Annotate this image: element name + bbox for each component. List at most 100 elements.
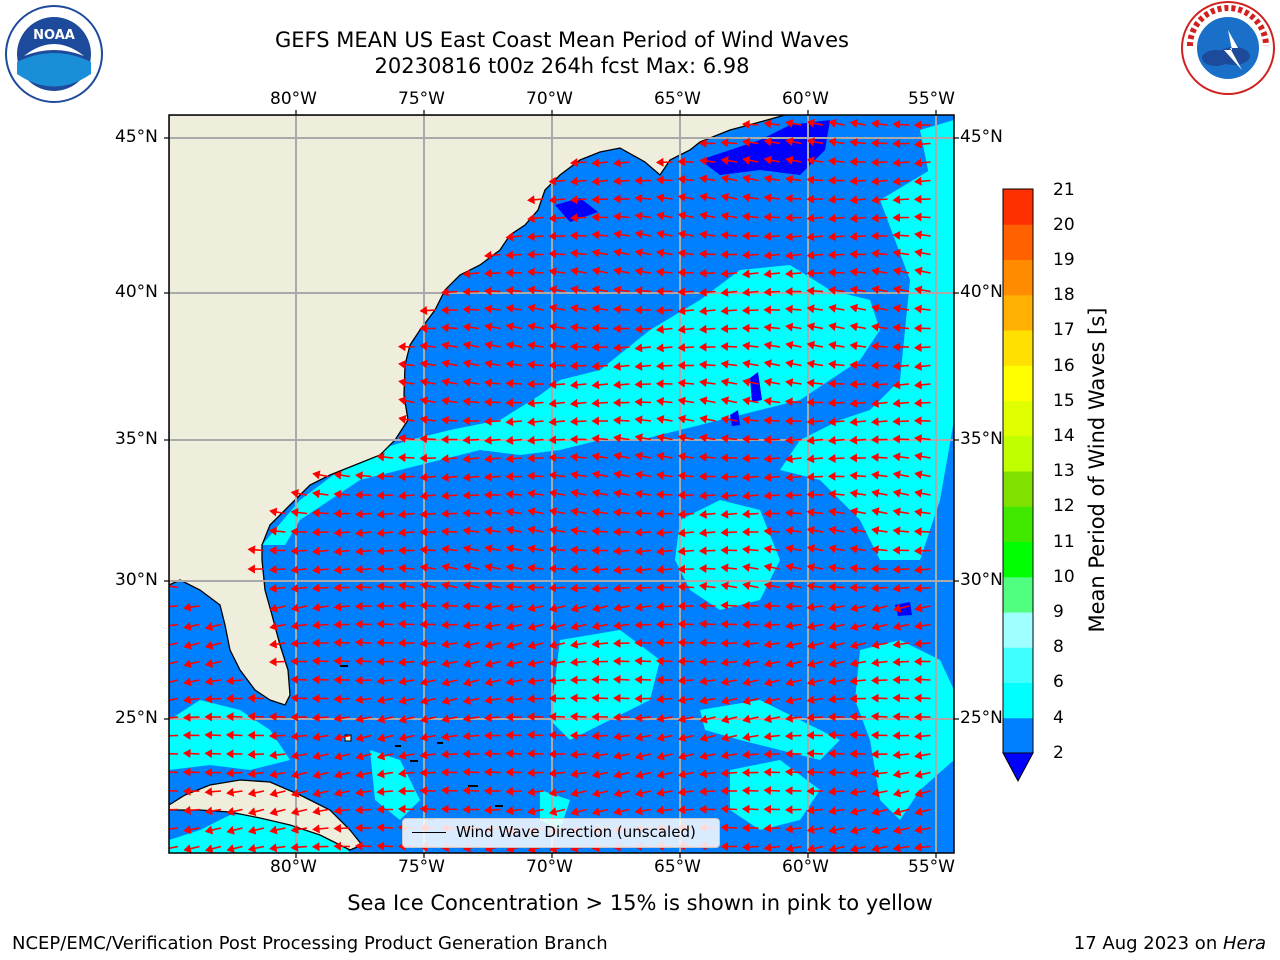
direction-arrowhead — [612, 380, 621, 390]
direction-arrowhead — [333, 509, 341, 519]
direction-arrowhead — [677, 805, 686, 815]
direction-arrowhead — [613, 732, 622, 742]
direction-arrowhead — [892, 361, 901, 371]
direction-arrowhead — [827, 694, 836, 704]
direction-arrowhead — [806, 640, 816, 650]
direction-arrowhead — [440, 305, 449, 315]
direction-arrowhead — [828, 603, 837, 613]
direction-arrowhead — [720, 396, 730, 406]
direction-arrowhead — [398, 714, 407, 724]
direction-arrowhead — [612, 324, 621, 334]
direction-arrowhead — [763, 601, 771, 611]
direction-arrowhead — [591, 416, 599, 426]
direction-arrowhead — [720, 192, 729, 202]
direction-arrowhead — [914, 488, 923, 498]
direction-arrowhead — [569, 730, 578, 740]
direction-arrowhead — [548, 788, 557, 797]
colorbar-tick: 12 — [1053, 496, 1075, 516]
colorbar-segment — [1003, 400, 1033, 437]
direction-arrowhead — [333, 638, 342, 648]
direction-arrowhead — [548, 231, 557, 241]
direction-arrowhead — [613, 489, 622, 498]
direction-arrowhead — [849, 525, 858, 535]
direction-arrowhead — [419, 677, 429, 687]
direction-arrowhead — [784, 397, 793, 407]
direction-arrowhead — [333, 770, 343, 780]
lon-label-top: 55°W — [908, 89, 955, 109]
direction-arrowhead — [699, 733, 708, 743]
shade-4-6-zones — [169, 120, 954, 853]
direction-arrowhead — [742, 750, 750, 760]
direction-arrowhead — [849, 658, 858, 668]
lon-label-bottom: 55°W — [908, 857, 955, 877]
direction-arrowhead — [505, 268, 514, 278]
direction-arrowhead — [784, 767, 793, 777]
direction-arrowhead — [376, 823, 385, 833]
direction-arrowhead — [548, 360, 556, 370]
direction-arrowhead — [763, 472, 772, 482]
direction-arrowhead — [656, 788, 665, 798]
direction-arrowhead — [655, 509, 664, 519]
colorbar-tick: 15 — [1053, 391, 1075, 411]
direction-arrowhead — [548, 730, 557, 740]
direction-arrowhead — [376, 695, 385, 705]
direction-arrowhead — [484, 359, 493, 369]
direction-arrowhead — [849, 322, 858, 332]
direction-arrowhead — [784, 749, 793, 759]
direction-arrowhead — [268, 712, 277, 722]
direction-arrowhead — [505, 730, 514, 740]
direction-arrowhead — [441, 415, 449, 425]
direction-arrowhead — [784, 287, 793, 297]
lat-label-left: 35°N — [115, 429, 158, 449]
direction-arrowhead — [699, 695, 708, 705]
direction-arrowhead — [634, 267, 643, 277]
direction-arrowhead — [634, 193, 643, 203]
direction-arrowhead — [634, 343, 643, 353]
direction-arrowhead — [827, 749, 836, 759]
direction-arrowhead — [677, 287, 686, 297]
direction-arrowhead — [806, 118, 815, 128]
direction-arrowhead — [634, 324, 643, 334]
nws-logo — [1178, 0, 1278, 100]
direction-arrowhead — [505, 417, 514, 427]
direction-arrowhead — [634, 602, 643, 612]
direction-arrowhead — [570, 266, 579, 276]
direction-arrowhead — [462, 805, 470, 815]
direction-arrowhead — [655, 175, 664, 185]
direction-arrowhead — [376, 582, 385, 592]
direction-arrowhead — [441, 472, 449, 482]
direction-arrowhead — [785, 304, 793, 314]
direction-arrowhead — [548, 712, 557, 722]
direction-arrowhead — [183, 844, 192, 853]
direction-arrowhead — [591, 769, 601, 779]
direction-arrowhead — [419, 750, 428, 760]
direction-arrowhead — [871, 119, 880, 129]
direction-arrowhead — [741, 527, 750, 537]
direction-arrowhead — [784, 194, 793, 204]
direction-arrowhead — [849, 844, 859, 853]
direction-arrowhead — [269, 583, 277, 593]
direction-arrowhead — [656, 451, 665, 461]
direction-arrowhead — [462, 581, 471, 591]
direction-arrowhead — [527, 213, 535, 223]
direction-arrowhead — [699, 676, 708, 686]
direction-arrowhead — [914, 434, 922, 444]
direction-arrowhead — [548, 807, 558, 816]
direction-arrowhead — [527, 489, 536, 499]
direction-arrowhead — [720, 714, 730, 724]
direction-arrowhead — [655, 305, 664, 315]
direction-arrowhead — [656, 713, 665, 723]
direction-arrowhead — [591, 712, 600, 722]
direction-arrowhead — [806, 544, 816, 554]
direction-arrowhead — [913, 527, 922, 537]
direction-arrowhead — [763, 823, 772, 833]
direction-arrowhead — [763, 677, 773, 687]
direction-arrowhead — [526, 694, 535, 704]
direction-arrowhead — [720, 804, 729, 814]
direction-arrowhead — [828, 563, 837, 573]
direction-arrowhead — [354, 582, 363, 592]
direction-arrowhead — [763, 454, 772, 464]
direction-arrowhead — [913, 639, 922, 649]
direction-arrowhead — [698, 546, 707, 556]
direction-arrowhead — [290, 842, 299, 852]
